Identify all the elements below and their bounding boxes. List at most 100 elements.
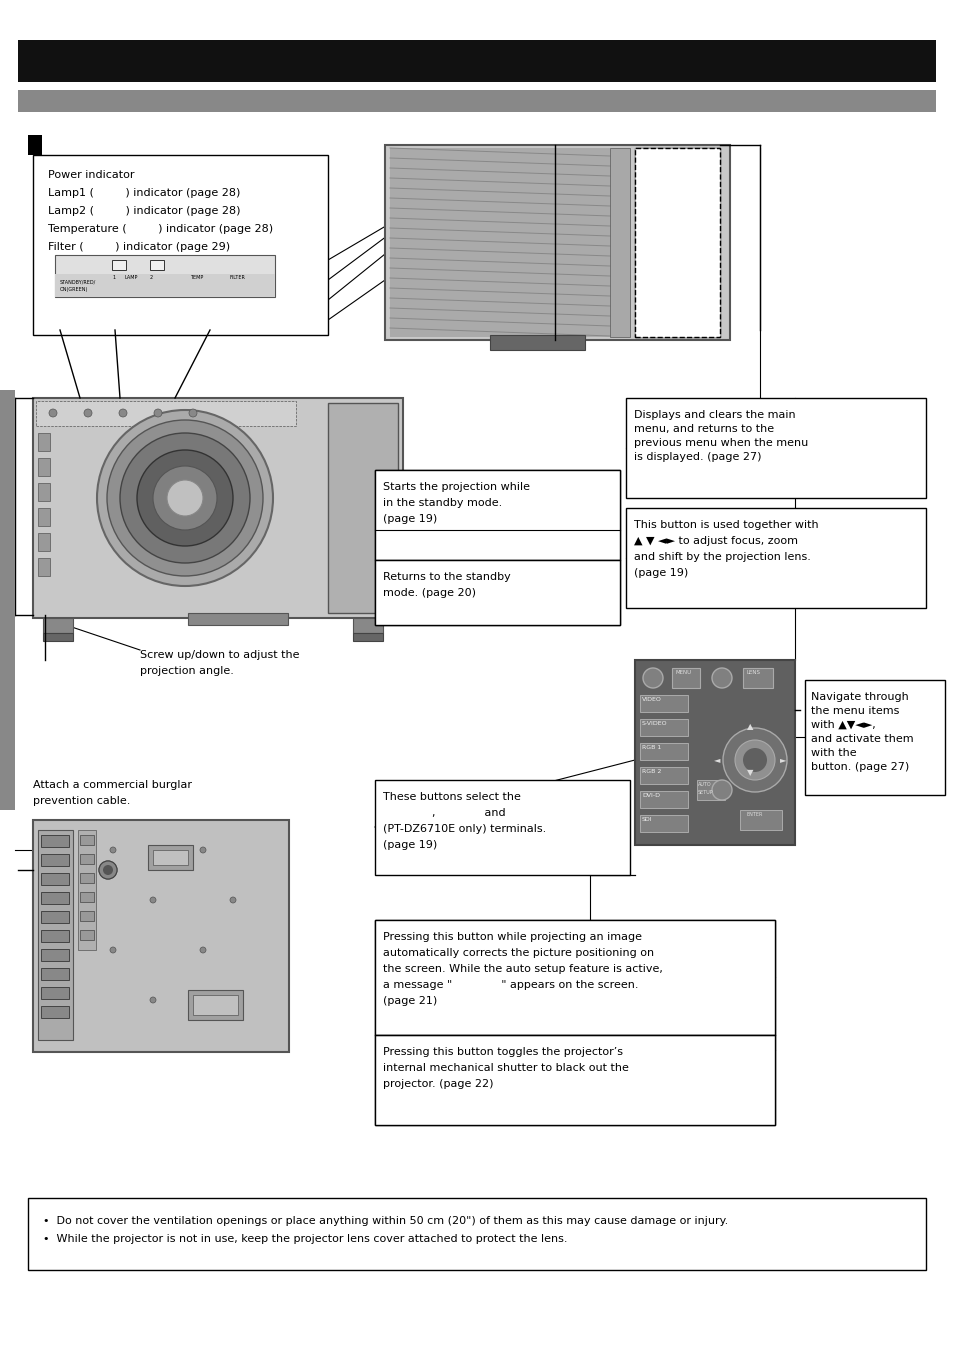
- Text: Navigate through: Navigate through: [810, 693, 908, 702]
- Bar: [55, 255, 274, 297]
- Bar: [639, 261, 667, 282]
- Text: (PT-DZ6710E only) terminals.: (PT-DZ6710E only) terminals.: [382, 824, 546, 834]
- Bar: [804, 680, 944, 795]
- Bar: [639, 695, 687, 711]
- Circle shape: [110, 946, 116, 953]
- Text: automatically corrects the picture positioning on: automatically corrects the picture posit…: [382, 948, 654, 958]
- Bar: [41, 911, 69, 923]
- Text: ◄: ◄: [713, 755, 720, 764]
- Bar: [43, 633, 73, 641]
- Bar: [41, 930, 69, 942]
- Bar: [33, 398, 402, 618]
- Bar: [43, 618, 73, 633]
- Circle shape: [711, 668, 731, 688]
- Circle shape: [107, 420, 263, 576]
- Circle shape: [742, 748, 766, 772]
- Circle shape: [97, 410, 273, 586]
- Bar: [36, 401, 295, 427]
- Text: DVI-D: DVI-D: [641, 792, 659, 798]
- Text: ▼: ▼: [746, 768, 753, 778]
- Bar: [80, 873, 94, 883]
- Text: STANDBY/RED/: STANDBY/RED/: [60, 279, 96, 285]
- Text: This button is used together with: This button is used together with: [634, 520, 818, 531]
- Text: (page 21): (page 21): [382, 996, 436, 1006]
- Bar: [353, 633, 382, 641]
- Circle shape: [684, 298, 699, 312]
- Text: RGB 1: RGB 1: [641, 745, 660, 751]
- Bar: [152, 850, 188, 865]
- Text: ,              and: , and: [382, 809, 554, 818]
- Bar: [639, 720, 687, 736]
- Text: •  Do not cover the ventilation openings or place anything within 50 cm (20") of: • Do not cover the ventilation openings …: [43, 1216, 727, 1226]
- Text: projection angle.: projection angle.: [140, 666, 233, 676]
- Text: MENU: MENU: [676, 670, 691, 675]
- Text: ►: ►: [779, 755, 785, 764]
- Bar: [38, 433, 50, 451]
- Bar: [353, 618, 382, 633]
- Text: Screw up/down to adjust the: Screw up/down to adjust the: [140, 649, 299, 660]
- Bar: [80, 911, 94, 921]
- Bar: [625, 398, 925, 498]
- Text: RGB 2: RGB 2: [641, 769, 660, 774]
- Bar: [41, 836, 69, 846]
- Bar: [80, 836, 94, 845]
- Circle shape: [646, 265, 660, 278]
- Text: SETUP: SETUP: [698, 790, 713, 795]
- Bar: [375, 919, 774, 1125]
- Bar: [375, 919, 774, 1035]
- Text: internal mechanical shutter to black out the: internal mechanical shutter to black out…: [382, 1062, 628, 1073]
- Circle shape: [230, 896, 235, 903]
- Text: previous menu when the menu: previous menu when the menu: [634, 437, 807, 448]
- Bar: [33, 155, 328, 335]
- Bar: [635, 148, 720, 338]
- Circle shape: [684, 196, 699, 211]
- Bar: [742, 668, 772, 688]
- Circle shape: [722, 728, 786, 792]
- Bar: [18, 90, 935, 112]
- Circle shape: [642, 668, 662, 688]
- Bar: [375, 560, 619, 625]
- Text: VIDEO: VIDEO: [641, 697, 661, 702]
- Circle shape: [153, 409, 162, 417]
- Circle shape: [646, 230, 660, 244]
- Bar: [188, 990, 243, 1021]
- Text: ENTER: ENTER: [746, 811, 762, 817]
- Text: (page 19): (page 19): [382, 514, 436, 524]
- Text: (page 19): (page 19): [382, 840, 436, 850]
- Bar: [639, 791, 687, 809]
- Text: in the standby mode.: in the standby mode.: [382, 498, 501, 508]
- Bar: [55, 274, 274, 297]
- Bar: [18, 40, 935, 82]
- Bar: [639, 815, 687, 832]
- Text: and activate them: and activate them: [810, 734, 913, 744]
- Text: 2: 2: [150, 275, 153, 279]
- Text: the screen. While the auto setup feature is active,: the screen. While the auto setup feature…: [382, 964, 662, 973]
- Text: a message "              " appears on the screen.: a message " " appears on the screen.: [382, 980, 638, 990]
- Circle shape: [646, 162, 660, 176]
- Circle shape: [684, 230, 699, 244]
- Text: These buttons select the: These buttons select the: [382, 792, 520, 802]
- Text: ON(GREEN): ON(GREEN): [60, 288, 89, 292]
- Text: Pressing this button toggles the projector’s: Pressing this button toggles the project…: [382, 1048, 622, 1057]
- Bar: [328, 404, 397, 613]
- Text: mode. (page 20): mode. (page 20): [382, 589, 476, 598]
- Bar: [150, 261, 164, 270]
- Bar: [148, 845, 193, 869]
- Bar: [41, 987, 69, 999]
- Bar: [193, 995, 237, 1015]
- Circle shape: [230, 1007, 235, 1012]
- Bar: [38, 458, 50, 477]
- Text: Filter (         ) indicator (page 29): Filter ( ) indicator (page 29): [48, 242, 230, 252]
- Bar: [639, 743, 687, 760]
- Bar: [38, 483, 50, 501]
- Bar: [188, 613, 288, 625]
- Circle shape: [119, 409, 127, 417]
- Bar: [375, 470, 619, 625]
- Bar: [28, 135, 42, 155]
- Text: menu, and returns to the: menu, and returns to the: [634, 424, 773, 433]
- Bar: [112, 261, 126, 270]
- Bar: [41, 1006, 69, 1018]
- Text: Lamp1 (         ) indicator (page 28): Lamp1 ( ) indicator (page 28): [48, 188, 240, 198]
- Circle shape: [646, 196, 660, 211]
- Text: Temperature (         ) indicator (page 28): Temperature ( ) indicator (page 28): [48, 224, 273, 234]
